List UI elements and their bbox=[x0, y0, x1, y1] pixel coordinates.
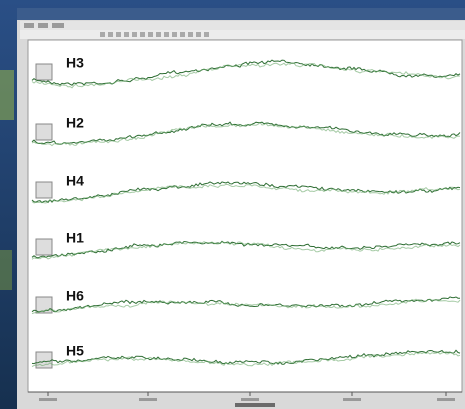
trace-label: H4 bbox=[66, 173, 84, 189]
tool-button[interactable] bbox=[140, 32, 145, 37]
menu-item[interactable] bbox=[24, 23, 34, 28]
desktop-decor bbox=[0, 70, 14, 120]
x-tick-label bbox=[139, 398, 157, 401]
channel-box bbox=[36, 239, 52, 255]
channel-box bbox=[36, 182, 52, 198]
tool-button[interactable] bbox=[204, 32, 209, 37]
x-tick-label bbox=[241, 398, 259, 401]
menu-bar bbox=[20, 21, 465, 30]
tool-button[interactable] bbox=[188, 32, 193, 37]
scrollbar-thumb[interactable] bbox=[235, 403, 275, 407]
x-tick-label bbox=[343, 398, 361, 401]
tool-button[interactable] bbox=[124, 32, 129, 37]
tool-button[interactable] bbox=[156, 32, 161, 37]
menu-item[interactable] bbox=[52, 23, 64, 28]
tool-button[interactable] bbox=[108, 32, 113, 37]
trace-label: H5 bbox=[66, 343, 84, 359]
toolbar bbox=[20, 30, 465, 39]
tool-button[interactable] bbox=[132, 32, 137, 37]
tool-button[interactable] bbox=[180, 32, 185, 37]
screen: H3 H2 H4 H1 H6 H5 bbox=[0, 0, 465, 409]
tool-button[interactable] bbox=[148, 32, 153, 37]
x-tick-label bbox=[437, 398, 455, 401]
tool-button[interactable] bbox=[116, 32, 121, 37]
channel-box bbox=[36, 297, 52, 313]
tool-button[interactable] bbox=[100, 32, 105, 37]
desktop-decor bbox=[0, 250, 12, 290]
trace-label: H3 bbox=[66, 55, 84, 71]
tool-button[interactable] bbox=[172, 32, 177, 37]
trace-label: H2 bbox=[66, 115, 84, 131]
channel-box bbox=[36, 124, 52, 140]
x-tick-label bbox=[39, 398, 57, 401]
title-bar bbox=[17, 8, 465, 20]
tool-button[interactable] bbox=[164, 32, 169, 37]
tool-button[interactable] bbox=[196, 32, 201, 37]
trace-label: H1 bbox=[66, 230, 84, 246]
plot-area bbox=[28, 40, 462, 392]
trace-label: H6 bbox=[66, 288, 84, 304]
menu-item[interactable] bbox=[38, 23, 48, 28]
page: H3H2H4H1H6H5 (() => { const data = JSON.… bbox=[0, 0, 465, 409]
channel-box bbox=[36, 64, 52, 80]
